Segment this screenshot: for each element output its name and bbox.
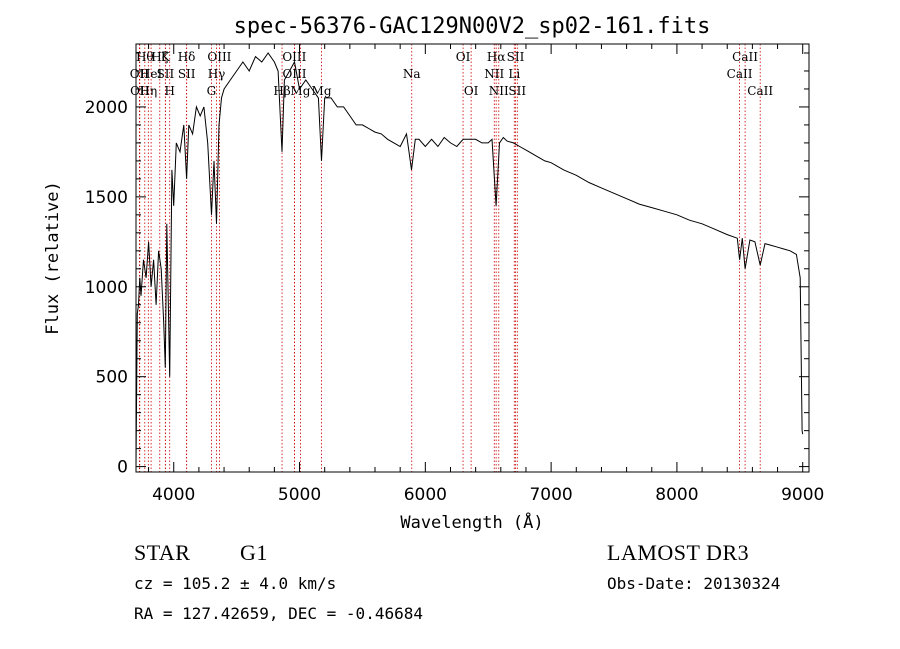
line-label: Hα: [487, 50, 506, 64]
line-label: OII: [130, 67, 150, 81]
y-tick-label: 0: [117, 458, 128, 478]
line-marker-layer: [138, 44, 761, 472]
line-label-layer: OIIOIIHθHηHeIHζKSIIHHδSIIGHγOIIIHβOIIIOI…: [130, 50, 774, 98]
survey-name: LAMOST DR3: [607, 540, 750, 565]
x-tick-label: 4000: [152, 485, 195, 505]
x-tick-label: 5000: [278, 485, 321, 505]
object-subclass: G1: [240, 540, 268, 565]
axis-ticks: 4000 5000 6000 7000 8000 9000 0 500 1000 1500 2000: [85, 44, 824, 505]
plot-frame: [135, 43, 810, 473]
line-label: OIII: [282, 67, 306, 81]
line-label: OII: [130, 84, 150, 98]
line-label: SII: [178, 67, 196, 81]
line-label: Hγ: [208, 67, 226, 81]
line-label: SII: [507, 50, 525, 64]
line-label: HeI: [140, 67, 163, 81]
x-axis-label: Wavelength (Å): [400, 511, 543, 533]
line-label: Hη: [139, 84, 157, 98]
spectrum-line: [135, 52, 804, 467]
line-label: NII: [484, 67, 504, 81]
redshift-text: cz = 105.2 ± 4.0 km/s: [134, 574, 337, 593]
line-label: OIII: [282, 50, 306, 64]
line-label: Hζ: [151, 50, 168, 64]
line-label: H: [164, 84, 174, 98]
line-label: OI: [464, 84, 479, 98]
line-label: CaII: [732, 50, 758, 64]
line-label: SII: [508, 84, 526, 98]
line-label: Hδ: [178, 50, 196, 64]
x-tick-label: 9000: [781, 485, 824, 505]
x-tick-label: 7000: [529, 485, 572, 505]
line-label: CaII: [747, 84, 773, 98]
object-class: STAR: [134, 540, 191, 565]
line-label: Li: [508, 67, 520, 81]
x-tick-label: 6000: [404, 485, 447, 505]
line-label: Na: [403, 67, 421, 81]
line-label: Hθ: [136, 50, 154, 64]
observation-date: Obs-Date: 20130324: [607, 574, 781, 593]
y-tick-label: 1000: [85, 278, 128, 298]
line-label: Hβ: [273, 84, 290, 98]
y-tick-label: 2000: [85, 98, 128, 118]
line-label: Mg: [312, 84, 332, 98]
chart-title: spec-56376-GAC129N00V2_sp02-161.fits: [234, 14, 711, 39]
line-label: CaII: [727, 67, 753, 81]
line-label: OIII: [207, 50, 231, 64]
y-tick-label: 1500: [85, 188, 128, 208]
line-label: Mg: [290, 84, 310, 98]
line-label: K: [161, 50, 171, 64]
line-label: OI: [456, 50, 471, 64]
y-axis-label: Flux (relative): [43, 181, 63, 335]
line-label: SII: [157, 67, 175, 81]
coordinates-text: RA = 127.42659, DEC = -0.46684: [134, 604, 423, 623]
y-tick-label: 500: [96, 368, 128, 388]
x-tick-label: 8000: [655, 485, 698, 505]
line-label: G: [207, 84, 217, 98]
line-label: NII: [489, 84, 509, 98]
